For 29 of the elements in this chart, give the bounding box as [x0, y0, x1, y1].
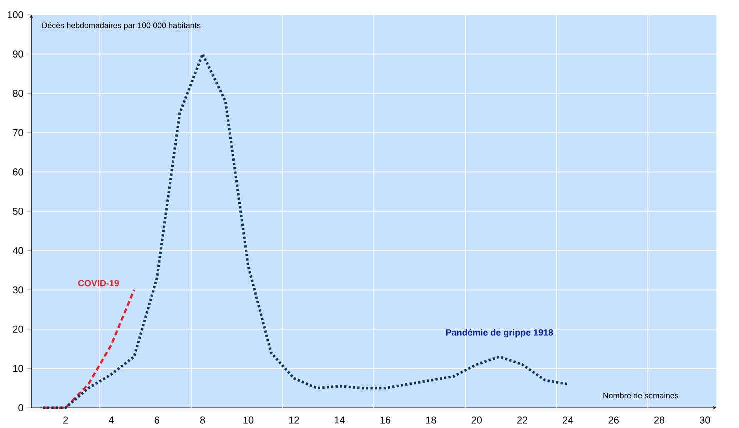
x-tick-label: 12 [289, 416, 300, 424]
x-tick-label: 8 [200, 416, 206, 424]
x-tick-label: 24 [563, 416, 574, 424]
x-tick-label: 18 [426, 416, 436, 424]
y-tick-label: 50 [13, 208, 24, 216]
x-tick-label: 16 [380, 416, 391, 424]
y-tick-label: 100 [8, 11, 24, 19]
x-tick-label: 6 [154, 416, 160, 424]
y-tick-label: 40 [12, 247, 24, 254]
x-tick-label: 20 [472, 416, 482, 424]
y-tick-label: 90 [13, 50, 24, 58]
series-label: COVID-19 [78, 280, 120, 287]
x-tick-label: 14 [335, 416, 346, 424]
y-tick-label: 80 [13, 90, 24, 98]
y-tick-label: 20 [13, 326, 24, 333]
y-tick-label: 0 [18, 404, 24, 412]
x-tick-label: 22 [517, 416, 528, 424]
x-tick-label: 26 [608, 416, 619, 424]
x-tick-label: 28 [654, 416, 665, 424]
x-tick-label: 10 [244, 416, 254, 424]
x-tick-label: 4 [108, 416, 114, 424]
x-tick-label: 2 [64, 416, 68, 424]
y-tick-label: 10 [13, 365, 24, 372]
x-tick-label: 30 [700, 416, 710, 424]
text: Pandémie de grippe 1918 [446, 329, 554, 338]
y-tick-label: 60 [13, 168, 24, 176]
y-tick-label: 30 [13, 286, 24, 294]
line-series [42, 53, 570, 410]
y-tick-label: 70 [13, 129, 24, 136]
